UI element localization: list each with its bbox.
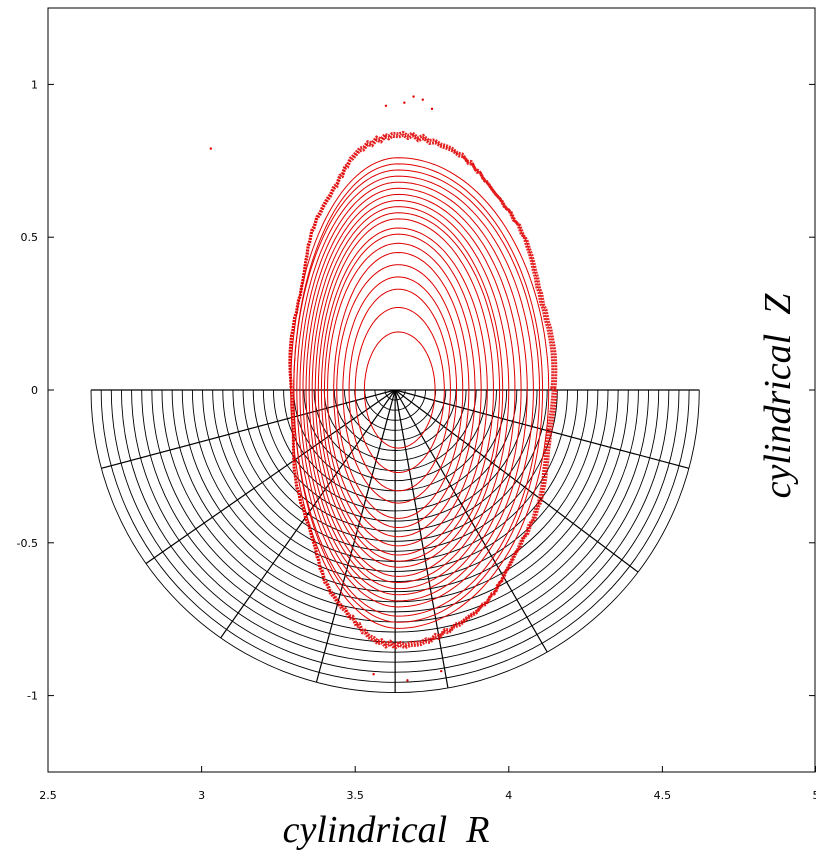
x-tick-label: 3 xyxy=(198,789,205,802)
axis-ticks: 2.5 3 3.5 4 4.5 5 1 0.5 0 -0.5 -1 xyxy=(17,78,816,802)
outlier-point xyxy=(372,673,375,676)
flux-surface xyxy=(314,212,501,568)
flux-surface xyxy=(293,163,544,623)
outlier-point xyxy=(440,669,443,673)
y-tick-label: -0.5 xyxy=(17,537,38,550)
grid-spoke xyxy=(101,389,396,469)
flux-surface xyxy=(305,193,516,590)
y-tick-label: 1 xyxy=(31,78,38,91)
x-tick-label: 3.5 xyxy=(346,789,364,802)
outlier-point xyxy=(412,95,415,98)
flux-surface xyxy=(290,157,550,629)
grid-spoke xyxy=(394,389,639,573)
grid-spoke xyxy=(394,389,548,653)
x-tick-label: 4.5 xyxy=(654,789,672,802)
grid-spoke xyxy=(315,389,396,683)
flux-surface xyxy=(348,288,451,492)
flux-surface xyxy=(342,276,458,504)
flux-surface xyxy=(327,242,476,538)
y-axis-title: cylindrical Z xyxy=(757,293,799,499)
flux-surface xyxy=(302,187,522,596)
flux-surface xyxy=(311,206,504,577)
flux-surface xyxy=(354,307,445,473)
outlier-point xyxy=(403,101,406,104)
flux-surface xyxy=(320,227,488,556)
flux-surfaces xyxy=(209,95,558,682)
grid-spoke xyxy=(145,389,396,565)
flux-surface xyxy=(299,181,528,602)
flux-surface xyxy=(333,251,470,529)
chaotic-band xyxy=(288,133,558,648)
x-axis-title: cylindrical R xyxy=(283,809,490,851)
flux-surface xyxy=(296,175,534,608)
outlier-point xyxy=(421,98,424,101)
flux-surface xyxy=(324,233,482,547)
flux-surface xyxy=(308,199,510,584)
outlier-point xyxy=(384,104,388,107)
x-tick-label: 2.5 xyxy=(39,789,57,802)
flux-surface xyxy=(363,331,436,449)
flux-surface xyxy=(336,264,464,519)
y-tick-label: 0.5 xyxy=(21,231,39,244)
grid-spoke xyxy=(220,389,396,639)
y-tick-label: -1 xyxy=(27,690,38,703)
outlier-point xyxy=(406,679,409,682)
flux-surface xyxy=(317,218,494,562)
outlier-point xyxy=(430,107,434,111)
x-tick-label: 5 xyxy=(813,789,816,802)
x-tick-label: 4 xyxy=(505,789,512,802)
y-tick-label: 0 xyxy=(31,384,38,397)
outlier-point xyxy=(209,147,213,150)
